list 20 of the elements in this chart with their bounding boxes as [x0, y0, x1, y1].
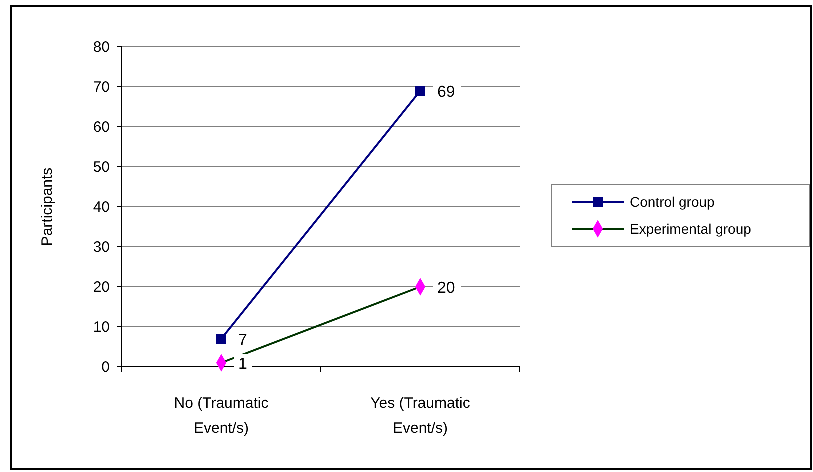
data-label: 7: [238, 332, 248, 349]
data-label: 20: [438, 280, 456, 297]
y-tick-label: 50: [93, 159, 110, 176]
legend-label: Control group: [630, 194, 716, 210]
y-tick-label: 40: [93, 199, 110, 216]
legend-label: Experimental group: [630, 221, 752, 237]
y-tick-label: 30: [93, 239, 110, 256]
y-tick-label: 10: [93, 319, 110, 336]
point: [216, 334, 226, 344]
y-tick-label: 0: [102, 359, 110, 376]
y-tick-label: 60: [93, 119, 110, 136]
x-tick-label: No (Traumatic Event/s): [174, 395, 270, 437]
y-axis-title: Participants: [39, 168, 56, 246]
point: [416, 86, 426, 96]
y-tick-label: 80: [93, 39, 110, 56]
x-tick-label: Yes (Traumatic Event/s): [370, 395, 471, 437]
y-tick-label: 20: [93, 279, 110, 296]
data-label: 69: [438, 84, 456, 101]
y-tick-label: 70: [93, 79, 110, 96]
data-label: 1: [238, 356, 248, 373]
